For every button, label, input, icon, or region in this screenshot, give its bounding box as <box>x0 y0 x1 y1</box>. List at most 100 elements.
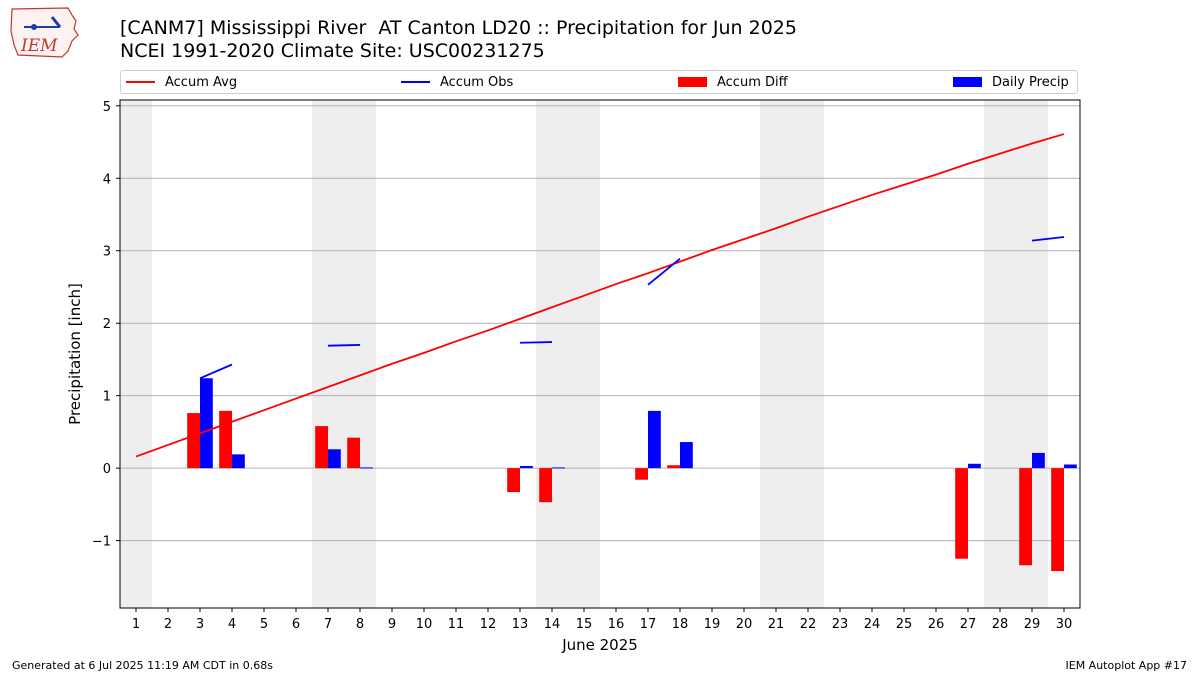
daily-precip-bar <box>520 465 533 469</box>
weekend-band <box>984 100 1016 608</box>
y-tick-label: 3 <box>103 245 111 260</box>
x-tick-label: 21 <box>768 617 785 632</box>
x-tick-label: 23 <box>832 617 849 632</box>
accum-diff-bar <box>347 437 360 469</box>
daily-precip-bar <box>968 463 981 469</box>
chart-title: [CANM7] Mississippi River AT Canton LD20… <box>120 17 797 39</box>
accum-avg-line <box>135 133 1065 458</box>
daily-precip-bar <box>232 454 245 469</box>
x-tick-label: 6 <box>292 617 300 632</box>
y-ticks: −1 0 1 2 3 4 5 <box>92 100 120 550</box>
accum-diff-bar <box>315 426 328 469</box>
footer-app: IEM Autoplot App #17 <box>1065 659 1188 672</box>
x-axis-label: June 2025 <box>561 636 638 654</box>
daily-precip-bar <box>1064 464 1077 469</box>
x-tick-label: 16 <box>608 617 625 632</box>
y-tick-label: 5 <box>103 100 111 115</box>
weekend-band <box>760 100 792 608</box>
accum-diff-bar <box>219 410 232 469</box>
y-tick-label: 4 <box>103 172 111 187</box>
daily-precip-bar <box>680 442 693 469</box>
accum-diff-bar <box>1051 468 1064 572</box>
x-tick-label: 20 <box>736 617 753 632</box>
legend-swatch-accum-diff <box>678 77 707 87</box>
legend-label-accum-avg: Accum Avg <box>165 74 238 90</box>
grid-lines <box>120 105 1080 542</box>
accum-diff-bar <box>955 468 968 559</box>
x-tick-label: 11 <box>448 617 465 632</box>
x-tick-label: 9 <box>388 617 396 632</box>
y-tick-label: 0 <box>103 462 111 477</box>
x-ticks: 1 2 3 4 5 6 7 8 9 10 11 12 13 14 15 16 17 18 19 20 21 22 23 24 2… <box>132 608 1072 632</box>
x-tick-label: 1 <box>132 617 140 632</box>
legend-item-daily-precip: Daily Precip <box>953 71 1069 93</box>
daily-precip-bar <box>552 467 565 469</box>
legend-item-accum-obs: Accum Obs <box>401 71 513 93</box>
weekend-band <box>536 100 568 608</box>
y-axis-label: Precipitation [inch] <box>66 283 84 425</box>
accum-diff-bar <box>187 413 200 469</box>
accum-obs-line <box>647 258 681 286</box>
x-tick-label: 12 <box>480 617 497 632</box>
x-tick-label: 15 <box>576 617 593 632</box>
accum-diff-bar <box>507 468 520 493</box>
weekend-shading <box>120 100 1048 608</box>
x-tick-label: 22 <box>800 617 817 632</box>
daily-precip-bar <box>200 378 213 469</box>
accum-diff-bar <box>635 468 648 480</box>
x-tick-label: 26 <box>928 617 945 632</box>
x-tick-label: 10 <box>416 617 433 632</box>
x-tick-label: 8 <box>356 617 364 632</box>
daily-precip-bar <box>328 449 341 469</box>
legend-label-accum-obs: Accum Obs <box>440 74 514 90</box>
x-tick-label: 3 <box>196 617 204 632</box>
x-tick-label: 24 <box>864 617 881 632</box>
weekend-band <box>312 100 344 608</box>
y-tick-label: 2 <box>103 317 111 332</box>
x-tick-label: 7 <box>324 617 332 632</box>
footer-generated: Generated at 6 Jul 2025 11:19 AM CDT in … <box>12 659 273 672</box>
accum-obs-line <box>327 344 361 347</box>
x-tick-label: 14 <box>544 617 561 632</box>
legend: Accum Avg Accum Obs Accum Diff Daily Pre… <box>120 70 1078 94</box>
logo-text: IEM <box>20 36 58 56</box>
weekend-band <box>792 100 824 608</box>
accum-diff-bar <box>1019 468 1032 566</box>
daily-precip-bar <box>648 410 661 469</box>
lines <box>135 133 1065 458</box>
x-tick-label: 29 <box>1024 617 1041 632</box>
chart-subtitle: NCEI 1991-2020 Climate Site: USC00231275 <box>120 40 545 62</box>
plot-frame <box>119 99 1081 609</box>
y-tick-label: −1 <box>92 535 111 550</box>
legend-swatch-daily-precip <box>953 77 982 87</box>
legend-item-accum-diff: Accum Diff <box>678 71 788 93</box>
x-tick-label: 4 <box>228 617 236 632</box>
accum-obs-line <box>519 341 553 344</box>
iowa-outline-icon <box>10 7 79 58</box>
x-tick-label: 2 <box>164 617 172 632</box>
legend-item-accum-avg: Accum Avg <box>126 71 237 93</box>
legend-label-daily-precip: Daily Precip <box>992 74 1069 90</box>
accum-obs-line <box>199 363 233 380</box>
x-tick-label: 28 <box>992 617 1009 632</box>
weekend-band <box>568 100 600 608</box>
daily-precip-bar <box>1032 452 1045 469</box>
weekend-band <box>344 100 376 608</box>
y-tick-label: 1 <box>103 390 111 405</box>
x-tick-label: 27 <box>960 617 977 632</box>
legend-label-accum-diff: Accum Diff <box>717 74 788 90</box>
legend-swatch-accum-obs <box>401 81 430 83</box>
accum-diff-bar <box>539 468 552 503</box>
x-tick-label: 19 <box>704 617 721 632</box>
x-tick-label: 30 <box>1056 617 1073 632</box>
x-tick-label: 5 <box>260 617 268 632</box>
x-tick-label: 13 <box>512 617 529 632</box>
x-tick-label: 17 <box>640 617 657 632</box>
x-tick-label: 18 <box>672 617 689 632</box>
daily-precip-bar <box>360 467 373 469</box>
bars <box>187 378 1077 572</box>
legend-swatch-accum-avg <box>126 81 155 83</box>
accum-diff-bar <box>667 465 680 469</box>
weekend-band <box>120 100 152 608</box>
